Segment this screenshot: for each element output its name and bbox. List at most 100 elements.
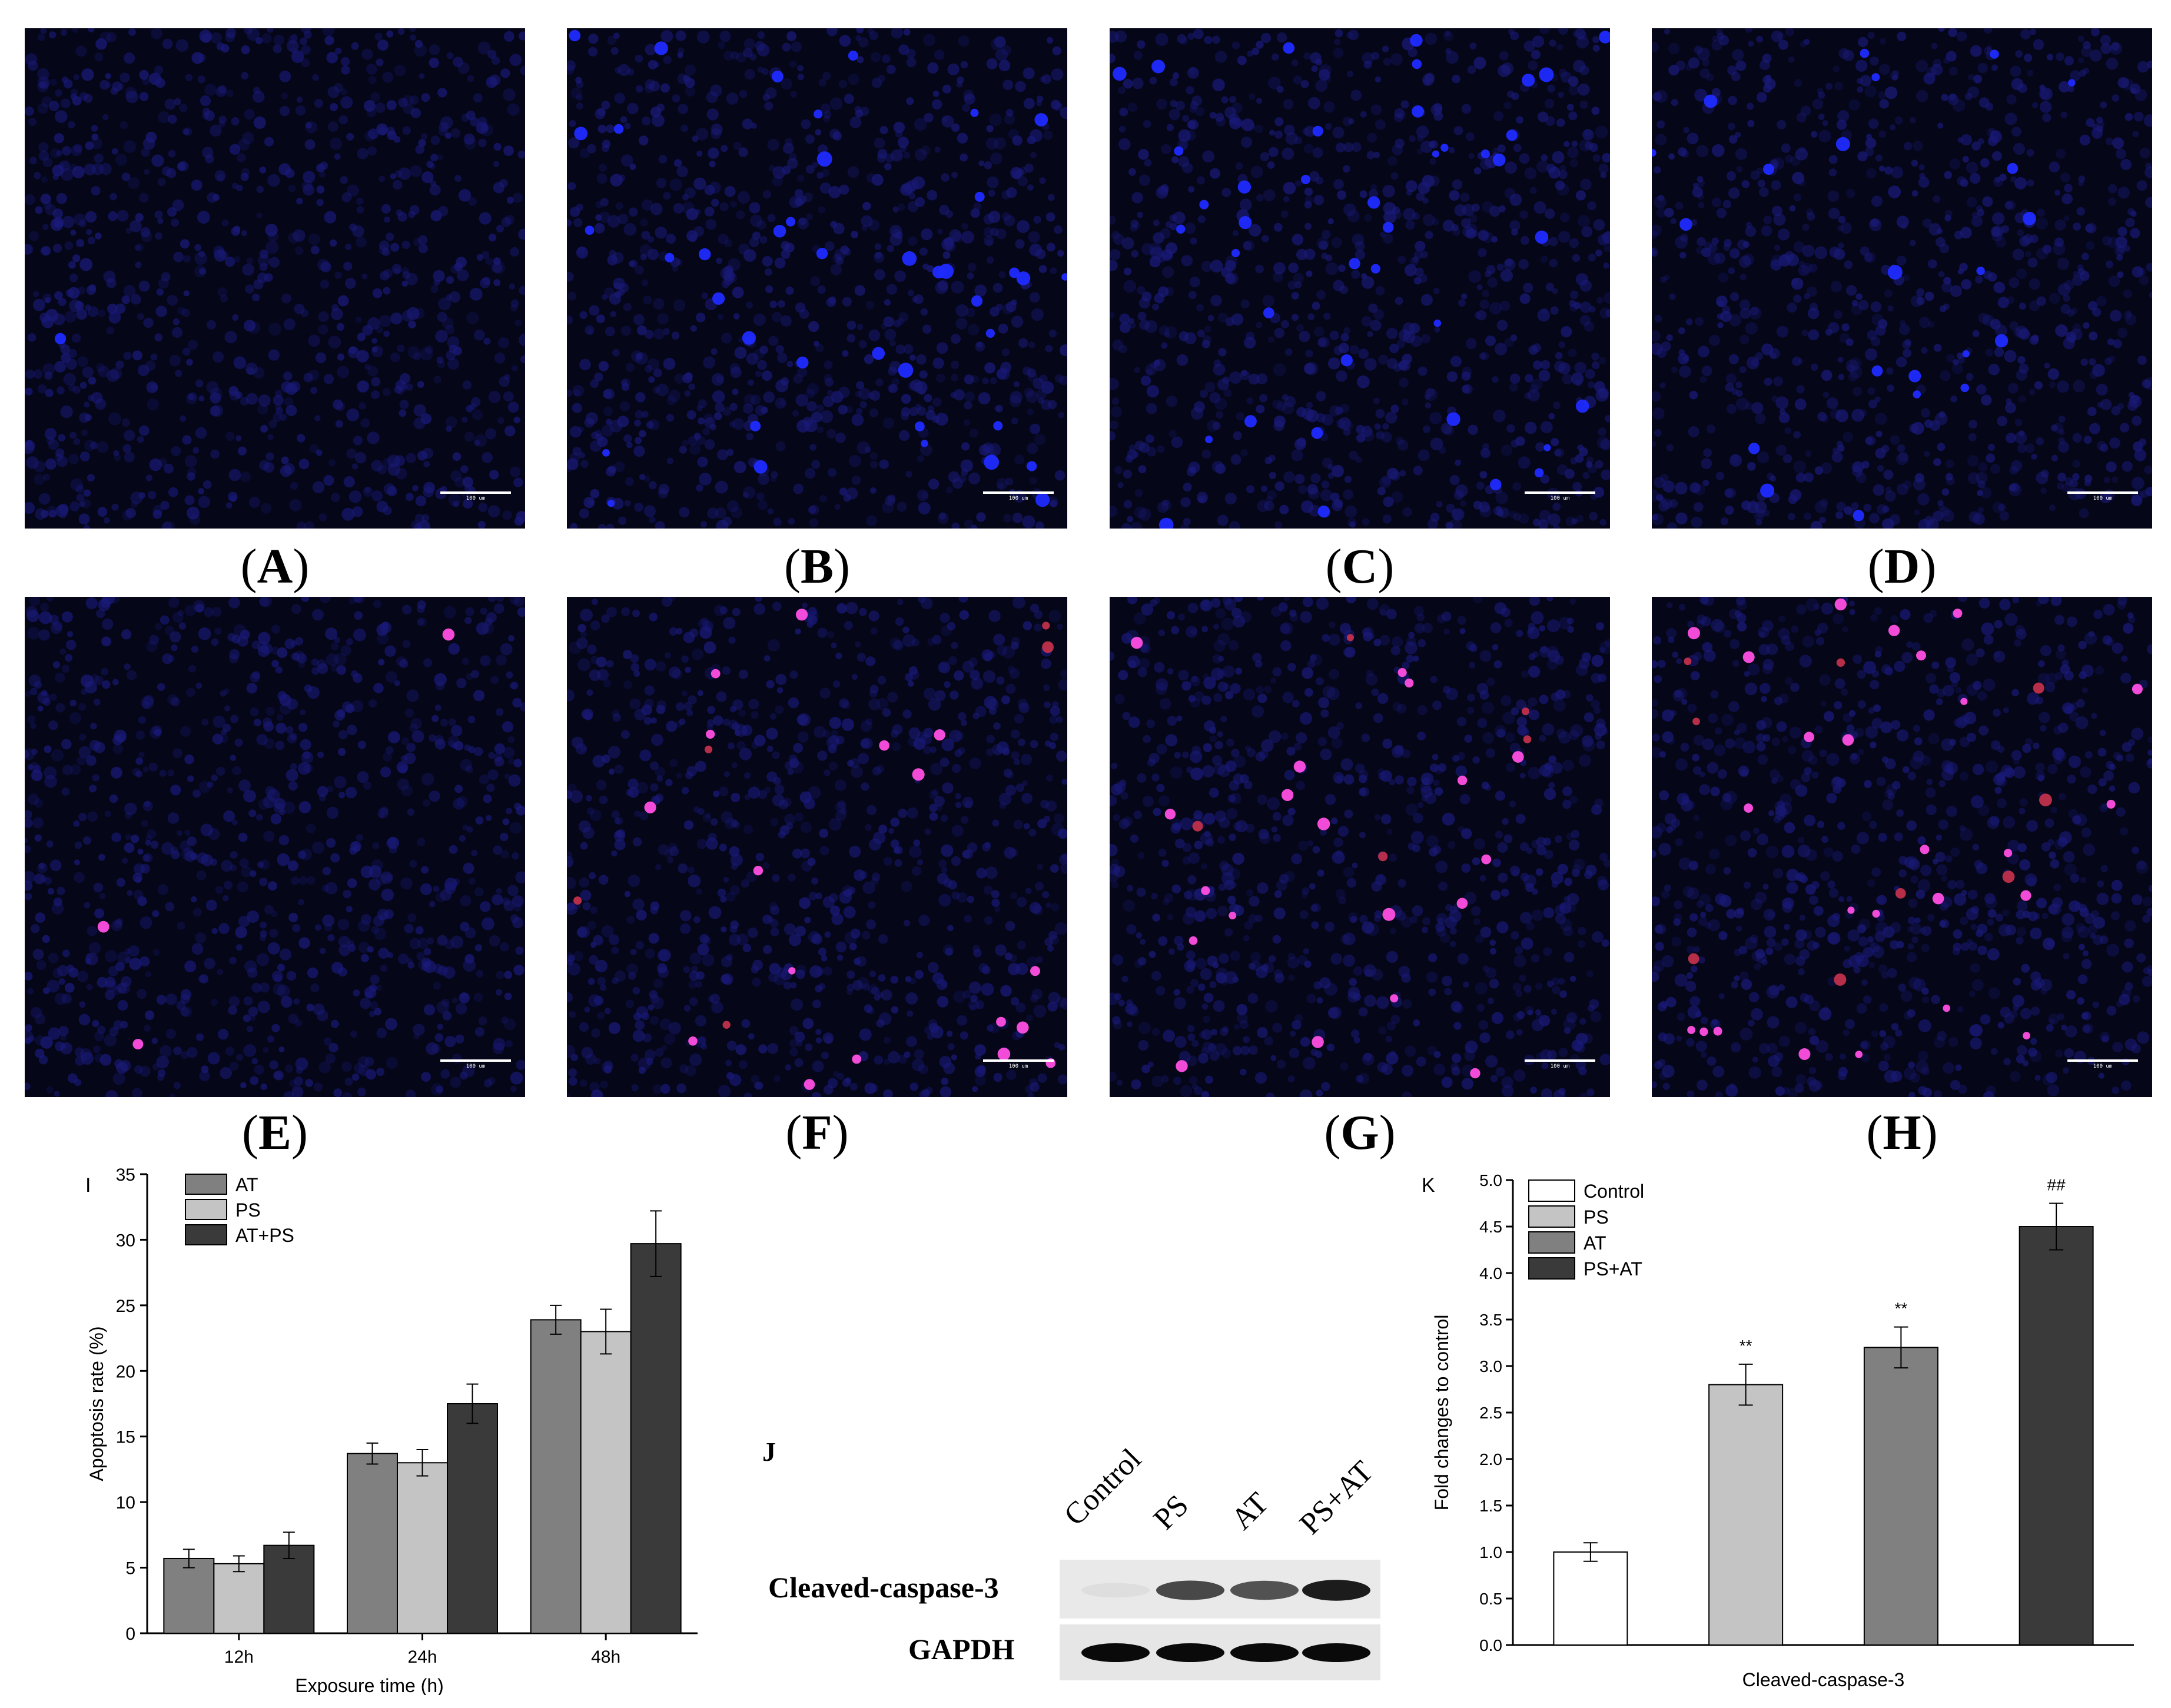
nucleus [283,318,296,331]
nucleus [1678,353,1689,365]
nucleus [2057,283,2071,296]
nucleus [1761,225,1772,237]
nucleus [287,860,298,872]
nucleus [331,304,339,311]
nucleus [1246,485,1254,494]
nucleus [822,396,834,407]
nucleus [856,28,864,34]
nucleus [1747,462,1756,471]
nucleus [165,1028,176,1039]
nucleus [1202,335,1211,345]
nucleus [436,1001,449,1014]
nucleus [769,963,781,975]
nucleus [1327,357,1340,370]
nucleus [567,859,573,868]
nucleus [369,1011,376,1018]
nucleus [1696,145,1709,158]
nucleus [1273,420,1284,431]
nucleus [1770,475,1777,482]
bright-nucleus [1704,94,1718,108]
nucleus [84,401,90,408]
nucleus [1909,240,1916,247]
nucleus [857,56,864,64]
nucleus [113,1020,123,1030]
nucleus [124,842,135,853]
nucleus [1849,357,1862,370]
nucleus [2131,477,2145,490]
nucleus [481,251,490,260]
nucleus [681,690,688,697]
nucleus [822,72,831,81]
nucleus [1948,28,1957,37]
nucleus [840,245,849,255]
nucleus [187,775,194,782]
nucleus [211,404,224,417]
nucleus [2052,242,2066,255]
nucleus [713,790,720,797]
nucleus [406,493,414,501]
nucleus [1513,513,1522,521]
nucleus [493,142,502,151]
nucleus [1865,252,1876,263]
nucleus [371,390,380,399]
nucleus [480,278,490,288]
nucleus [243,1014,251,1022]
nucleus [38,1055,48,1065]
nucleus [818,948,827,956]
nucleus [435,892,446,903]
nucleus [1838,242,1844,249]
nucleus [964,401,972,410]
nucleus [334,653,347,666]
nucleus [1292,314,1299,321]
nucleus [1519,210,1528,219]
nucleus [446,294,452,301]
nucleus [286,769,298,782]
nucleus [742,491,749,498]
nucleus [357,333,366,341]
nucleus [635,437,642,444]
nucleus [75,45,87,57]
nucleus [785,822,794,830]
nucleus [608,465,616,474]
nucleus [1781,143,1791,153]
nucleus [57,965,69,977]
nucleus [1210,295,1222,307]
nucleus [380,871,393,884]
nucleus [576,94,583,101]
nucleus [1453,126,1463,135]
nucleus [1209,392,1221,404]
nucleus [386,232,394,241]
nucleus [141,820,148,828]
nucleus [1504,337,1514,347]
nucleus [758,473,769,485]
nucleus [709,160,716,168]
nucleus [179,104,188,112]
nucleus [1879,64,1890,75]
nucleus [464,431,474,442]
nucleus [1968,433,1977,441]
nucleus [1351,270,1360,279]
nucleus [958,35,970,47]
nucleus [2089,423,2100,434]
nucleus [1307,484,1318,495]
bright-nucleus [970,108,979,117]
nucleus [849,846,861,858]
nucleus [1747,119,1755,127]
nucleus [1655,134,1667,145]
nucleus [437,88,447,98]
nucleus [1867,31,1875,39]
nucleus [399,400,409,410]
nucleus [1458,299,1466,307]
nucleus [169,354,181,367]
nucleus [2080,358,2088,366]
nucleus [1303,363,1315,374]
nucleus [1050,267,1057,275]
nucleus [512,697,522,708]
nucleus [1047,400,1057,410]
nucleus [2004,350,2017,363]
nucleus [2067,85,2074,92]
nucleus [1249,224,1262,237]
nucleus [2033,39,2044,51]
nucleus [1964,93,1973,101]
nucleus [404,923,414,933]
